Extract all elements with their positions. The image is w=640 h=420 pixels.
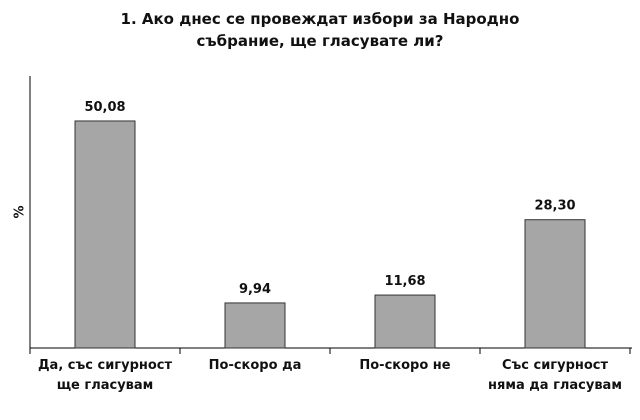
data-label: 28,30 (534, 199, 575, 214)
data-label: 9,94 (239, 282, 271, 297)
data-label: 50,08 (84, 100, 125, 115)
x-tick-label: По-скоро да (208, 358, 302, 373)
bar (74, 120, 136, 349)
bar (374, 294, 436, 349)
chart-title: 1. Ако днес се провеждат избори за Народ… (120, 10, 520, 50)
x-tick-label: Със сигурност няма да гласувам (488, 358, 622, 393)
x-tick-label: По-скоро не (359, 358, 451, 373)
y-axis-label: % (13, 205, 28, 218)
bar (224, 302, 286, 349)
x-tick-label: Да, със сигурност ще гласувам (37, 358, 173, 393)
bar (524, 219, 586, 349)
data-label: 11,68 (384, 274, 425, 289)
